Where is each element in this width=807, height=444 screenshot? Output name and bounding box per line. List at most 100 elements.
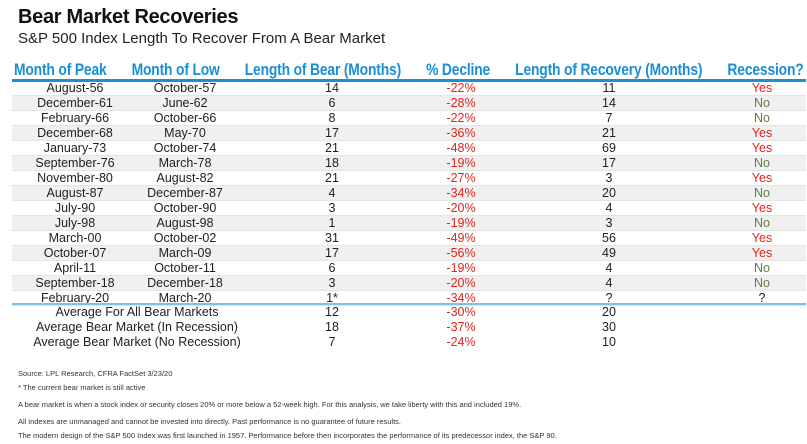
cell-length-of-bear: 12: [325, 305, 339, 319]
cell-month-of-low: October-02: [153, 231, 217, 245]
cell-length-of-bear: 8: [328, 111, 336, 125]
cell-length-of-recovery: 17: [602, 156, 616, 170]
cell-month-of-low: October-66: [153, 111, 217, 125]
average-row: Average For All Bear Markets 12 -30% 20: [12, 305, 806, 320]
header-month-of-peak: Month of Peak: [14, 61, 107, 79]
cell-recession: No: [754, 186, 770, 200]
cell-month-of-low: December-18: [147, 276, 223, 290]
cell-length-of-bear: 31: [325, 231, 339, 245]
cell-decline: -19%: [446, 216, 476, 230]
averages-divider: [12, 303, 806, 305]
cell-length-of-recovery: 20: [602, 186, 616, 200]
cell-decline: -24%: [446, 335, 476, 349]
table-row: August-56 October-57 14 -22% 11 Yes: [12, 81, 806, 96]
cell-decline: -56%: [446, 246, 476, 260]
cell-length-of-bear: 14: [325, 81, 339, 95]
cell-length-of-bear: 18: [325, 156, 339, 170]
table-row: December-68 May-70 17 -36% 21 Yes: [12, 126, 806, 141]
page-subtitle: S&P 500 Index Length To Recover From A B…: [18, 30, 386, 47]
header-length-of-bear: Length of Bear (Months): [244, 61, 402, 79]
cell-length-of-recovery: 11: [602, 81, 616, 95]
definition-note: A bear market is when a stock index or s…: [18, 400, 522, 409]
cell-length-of-recovery: 20: [602, 305, 616, 319]
cell-recession: Yes: [751, 126, 773, 140]
table-row: April-11 October-11 6 -19% 4 No: [12, 261, 806, 276]
cell-month-of-peak: September-76: [35, 156, 115, 170]
table-row: February-66 October-66 8 -22% 7 No: [12, 111, 806, 126]
table-row: July-98 August-98 1 -19% 3 No: [12, 216, 806, 231]
cell-decline: -49%: [446, 231, 476, 245]
cell-month-of-low: August-82: [156, 171, 214, 185]
bear-market-table: August-56 October-57 14 -22% 11 Yes December-6…: [12, 81, 806, 306]
page-title: Bear Market Recoveries: [18, 6, 239, 28]
cell-recession: No: [754, 156, 770, 170]
cell-month-of-low: October-74: [153, 141, 217, 155]
table-row: October-07 March-09 17 -56% 49 Yes: [12, 246, 806, 261]
table-row: January-73 October-74 21 -48% 69 Yes: [12, 141, 806, 156]
table-row: December-61 June-62 6 -28% 14 No: [12, 96, 806, 111]
cell-decline: -19%: [446, 156, 476, 170]
cell-length-of-bear: 1: [328, 216, 336, 230]
disclaimer-note: All indexes are unmanaged and cannot be …: [18, 417, 402, 426]
cell-decline: -22%: [446, 111, 476, 125]
average-row: Average Bear Market (No Recession) 7 -24% 1…: [12, 335, 806, 350]
cell-month-of-peak: November-80: [37, 171, 113, 185]
cell-recession: Yes: [751, 201, 773, 215]
cell-length-of-bear: 1*: [326, 291, 338, 305]
table-row: September-76 March-78 18 -19% 17 No: [12, 156, 806, 171]
cell-decline: -36%: [446, 126, 476, 140]
cell-recession: No: [754, 261, 770, 275]
cell-decline: -28%: [446, 96, 476, 110]
table-header: Month of Peak Month of Low Length of Bea…: [14, 61, 804, 81]
cell-recession: ?: [758, 291, 766, 305]
cell-length-of-recovery: 30: [602, 320, 616, 334]
cell-month-of-low: May-70: [164, 126, 206, 140]
average-row: Average Bear Market (In Recession) 18 -37%…: [12, 320, 806, 335]
cell-month-of-peak: February-20: [40, 291, 110, 305]
cell-month-of-peak: April-11: [53, 261, 97, 275]
cell-month-of-peak: July-98: [54, 216, 96, 230]
cell-recession: No: [754, 111, 770, 125]
cell-month-of-peak: March-00: [48, 231, 102, 245]
cell-length-of-recovery: 4: [605, 201, 613, 215]
cell-length-of-recovery: 49: [602, 246, 616, 260]
cell-length-of-recovery: 21: [602, 126, 616, 140]
averages-table: Average For All Bear Markets 12 -30% 20 Aver…: [12, 305, 806, 350]
cell-decline: -37%: [446, 320, 476, 334]
cell-average-label: Average Bear Market (In Recession): [36, 320, 238, 334]
cell-length-of-recovery: 56: [602, 231, 616, 245]
cell-month-of-peak: December-68: [37, 126, 113, 140]
cell-month-of-peak: September-18: [35, 276, 115, 290]
cell-recession: No: [754, 216, 770, 230]
cell-length-of-recovery: 10: [602, 335, 616, 349]
asterisk-note: * The current bear market is still activ…: [18, 383, 146, 392]
cell-length-of-recovery: 69: [602, 141, 616, 155]
cell-length-of-bear: 3: [328, 201, 336, 215]
header-length-of-recovery: Length of Recovery (Months): [515, 61, 703, 79]
cell-recession: Yes: [751, 246, 773, 260]
cell-length-of-bear: 21: [325, 141, 339, 155]
cell-length-of-bear: 6: [328, 96, 336, 110]
cell-recession: Yes: [751, 141, 773, 155]
cell-recession: Yes: [751, 171, 773, 185]
cell-decline: -48%: [446, 141, 476, 155]
cell-length-of-recovery: 3: [605, 171, 613, 185]
table-row: February-20 March-20 1* -34%??: [12, 291, 806, 306]
table-row: November-80 August-82 21 -27% 3 Yes: [12, 171, 806, 186]
cell-length-of-recovery: 4: [605, 276, 613, 290]
cell-month-of-peak: January-73: [43, 141, 107, 155]
history-note: The modern design of the S&P 500 Index w…: [18, 431, 557, 440]
cell-decline: -34%: [446, 186, 476, 200]
table-row: July-90 October-90 3 -20% 4 Yes: [12, 201, 806, 216]
cell-length-of-bear: 3: [328, 276, 336, 290]
header-decline: % Decline: [426, 61, 491, 79]
header-recession: Recession?: [727, 61, 804, 79]
cell-recession: No: [754, 276, 770, 290]
cell-month-of-low: June-62: [162, 96, 208, 110]
cell-month-of-low: October-90: [153, 201, 217, 215]
cell-length-of-bear: 7: [328, 335, 336, 349]
cell-decline: -20%: [446, 201, 476, 215]
cell-decline: -20%: [446, 276, 476, 290]
cell-length-of-recovery: 3: [605, 216, 613, 230]
cell-month-of-low: March-20: [158, 291, 212, 305]
